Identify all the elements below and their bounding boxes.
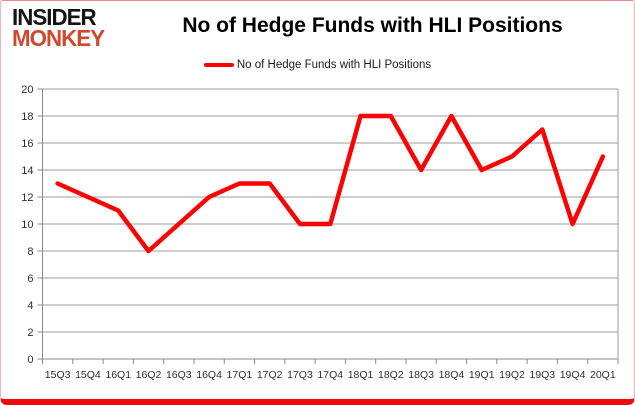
svg-text:10: 10 <box>21 219 33 231</box>
logo-text-monkey: MONKEY <box>12 25 105 52</box>
svg-text:20Q1: 20Q1 <box>590 369 616 381</box>
svg-text:8: 8 <box>27 246 33 258</box>
svg-text:16: 16 <box>21 138 33 150</box>
svg-text:15Q3: 15Q3 <box>45 369 71 381</box>
svg-text:16Q2: 16Q2 <box>136 369 162 381</box>
legend-label: No of Hedge Funds with HLI Positions <box>236 59 432 71</box>
axes-and-ticks <box>37 88 619 364</box>
svg-text:18: 18 <box>21 111 33 123</box>
legend-line-marker <box>203 62 234 68</box>
svg-text:16Q3: 16Q3 <box>166 369 192 381</box>
svg-text:19Q4: 19Q4 <box>560 369 586 381</box>
gridlines <box>42 88 619 360</box>
svg-text:18Q1: 18Q1 <box>348 369 374 381</box>
line-chart-plot: 0 2 4 6 8 10 12 14 16 18 20 15Q3 15Q4 16Q1 16Q2 16Q3 16… <box>21 84 619 381</box>
data-line-series <box>55 113 606 254</box>
legend: No of Hedge Funds with HLI Positions <box>1 58 634 72</box>
svg-text:19Q3: 19Q3 <box>529 369 555 381</box>
svg-text:17Q1: 17Q1 <box>227 369 253 381</box>
svg-text:6: 6 <box>27 273 33 285</box>
svg-text:2: 2 <box>27 327 33 339</box>
svg-text:18Q3: 18Q3 <box>408 369 434 381</box>
svg-text:15Q4: 15Q4 <box>75 369 101 381</box>
svg-text:14: 14 <box>21 165 33 177</box>
svg-text:12: 12 <box>21 192 33 204</box>
svg-text:16Q4: 16Q4 <box>196 369 222 381</box>
x-tick-labels: 15Q3 15Q4 16Q1 16Q2 16Q3 16Q4 17Q1 17Q2 17Q3 17Q4… <box>45 369 616 381</box>
svg-text:4: 4 <box>27 300 33 312</box>
svg-text:20: 20 <box>21 84 33 96</box>
logo-text-insider: INSIDER <box>12 4 97 30</box>
svg-text:18Q4: 18Q4 <box>439 369 465 381</box>
svg-text:19Q1: 19Q1 <box>469 369 495 381</box>
chart-title: No of Hedge Funds with HLI Positions <box>182 14 563 37</box>
y-tick-labels: 0 2 4 6 8 10 12 14 16 18 20 <box>21 84 33 366</box>
svg-text:17Q2: 17Q2 <box>257 369 283 381</box>
svg-text:18Q2: 18Q2 <box>378 369 404 381</box>
svg-text:17Q3: 17Q3 <box>287 369 313 381</box>
insider-monkey-logo: INSIDER MONKEY <box>12 4 105 52</box>
svg-text:19Q2: 19Q2 <box>499 369 525 381</box>
svg-text:0: 0 <box>27 354 33 366</box>
svg-text:17Q4: 17Q4 <box>317 369 343 381</box>
svg-text:16Q1: 16Q1 <box>105 369 131 381</box>
